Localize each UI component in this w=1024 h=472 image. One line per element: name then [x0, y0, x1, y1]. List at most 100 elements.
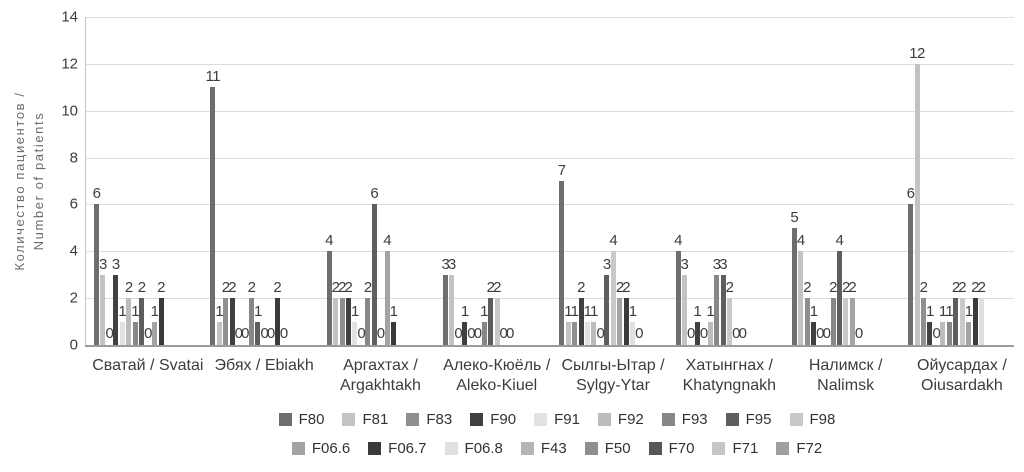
- bar-value-label: 1: [945, 302, 954, 320]
- bar-value-label: 0: [105, 325, 114, 342]
- bar-value-label: 2: [958, 279, 967, 297]
- y-axis-line: [85, 17, 86, 345]
- bar-value-label: 1: [215, 302, 224, 320]
- legend-label: F90: [490, 411, 517, 428]
- bar-F81: [565, 321, 571, 345]
- bar-F95: [371, 204, 377, 345]
- bar-value-label: 2: [615, 279, 624, 297]
- bar-F06.6: [966, 321, 972, 345]
- bar-value-label: 0: [822, 325, 831, 342]
- bar-value-label: 2: [493, 279, 501, 297]
- legend-item-F72: F72: [776, 440, 822, 457]
- bar-value-label: 1: [590, 302, 598, 320]
- bar-F81: [449, 274, 455, 345]
- y-tick-label: 14: [61, 8, 78, 26]
- y-axis-title-line1: Количество пациентов /: [12, 91, 27, 271]
- legend-label: F93: [681, 411, 708, 428]
- gridline-y4: [85, 251, 1014, 253]
- legend-swatch-F80: [278, 413, 292, 426]
- legend-item-F71: F71: [712, 440, 758, 457]
- y-tick-label: 8: [69, 149, 78, 167]
- legend-item-F06.7: F06.7: [368, 440, 427, 457]
- x-axis-label: Аргахтах / Argakhtakh: [339, 357, 421, 394]
- legend-item-F92: F92: [597, 411, 644, 428]
- bar-F06.7: [972, 298, 978, 345]
- bar-value-label: 2: [725, 279, 734, 297]
- legend-label: F92: [617, 411, 644, 428]
- bar-value-label: 1: [150, 302, 159, 320]
- legend-item-F50: F50: [584, 440, 631, 457]
- bar-F95: [836, 251, 842, 345]
- bar-F92: [707, 321, 713, 345]
- bar-value-label: 4: [674, 232, 682, 250]
- bar-value-label: 0: [241, 325, 249, 342]
- bar-F80: [908, 204, 914, 345]
- bar-value-label: 1: [938, 302, 947, 320]
- legend-swatch-F50: [584, 442, 598, 455]
- bar-F83: [921, 298, 926, 345]
- bar-value-label: 3: [111, 255, 120, 273]
- bar-value-label: 2: [124, 279, 133, 297]
- bar-value-label: 6: [92, 185, 101, 203]
- bar-F83: [339, 298, 345, 345]
- bar-F93: [249, 298, 254, 345]
- legend-item-F83: F83: [406, 411, 452, 428]
- bar-F95: [953, 298, 959, 345]
- bar-value-label: 1: [809, 302, 818, 320]
- bar-value-label: 0: [454, 325, 463, 342]
- bar-F92: [126, 298, 132, 345]
- bar-value-label: 0: [266, 325, 275, 342]
- bar-value-label: 0: [144, 325, 153, 342]
- legend-label: F71: [732, 440, 759, 457]
- bar-value-label: 1: [131, 302, 140, 320]
- legend-swatch-F95: [725, 413, 739, 426]
- bar-F06.7: [274, 298, 280, 345]
- bar-value-label: 1: [460, 302, 469, 320]
- bar-value-label: 2: [971, 279, 980, 297]
- legend-label: F91: [554, 411, 580, 428]
- y-tick-label: 4: [69, 242, 78, 260]
- legend-swatch-F91: [534, 413, 548, 426]
- legend-row-2: F06.6 F06.7 F06.8 F43 F50 F70 F71 F72: [90, 440, 1024, 457]
- bar-value-label: 3: [602, 255, 611, 273]
- x-axis-label: Алеко-Кюёль / Aleko-Kiuel: [443, 357, 551, 394]
- bar-F80: [675, 251, 681, 345]
- legend-label: F83: [426, 411, 453, 428]
- bar-value-label: 3: [441, 255, 450, 273]
- x-axis-label: Сылгы-Ытар / Sylgy-Ytar: [561, 357, 665, 394]
- bar-value-label: 2: [803, 279, 812, 297]
- bar-F83: [572, 321, 578, 345]
- legend-label: F06.7: [388, 440, 427, 457]
- bar-value-label: 2: [344, 279, 353, 297]
- bar-value-label: 1: [583, 302, 592, 320]
- legend-label: F95: [745, 411, 772, 428]
- bar-value-label: 2: [331, 279, 340, 297]
- legend-row-1: F80 F81 F83 F90 F91 F92 F93 F95 F98: [90, 411, 1024, 428]
- legend-item-F93: F93: [661, 411, 708, 428]
- bar-value-label: 1: [926, 302, 934, 320]
- bar-value-label: 0: [505, 325, 514, 342]
- bar-value-label: 0: [376, 325, 385, 342]
- bar-value-label: 3: [680, 255, 689, 273]
- bar-F06.6: [849, 298, 855, 345]
- bar-value-label: 0: [932, 325, 941, 342]
- bar-value-label: 2: [247, 279, 256, 297]
- y-tick-label: 6: [69, 195, 78, 213]
- bar-value-label: 4: [609, 232, 618, 250]
- bar-F81: [333, 298, 339, 345]
- y-tick-label: 10: [61, 102, 78, 120]
- bar-F06.6: [152, 321, 158, 345]
- x-axis-label: Сватай / Svatai: [92, 357, 204, 374]
- legend-swatch-F90: [470, 413, 484, 426]
- y-tick-label: 0: [69, 336, 78, 354]
- bar-value-label: 1: [350, 302, 359, 320]
- x-axis-label: Хатынгнах / Khatyngnakh: [682, 357, 777, 394]
- y-tick-label: 2: [69, 289, 78, 307]
- bar-F06.8: [630, 321, 636, 345]
- bar-value-label: 2: [157, 279, 165, 297]
- bar-value-label: 2: [228, 279, 237, 297]
- bar-value-label: 0: [699, 325, 708, 342]
- bar-F91: [352, 321, 358, 345]
- bar-F92: [940, 321, 946, 345]
- x-axis-line: [85, 345, 1014, 347]
